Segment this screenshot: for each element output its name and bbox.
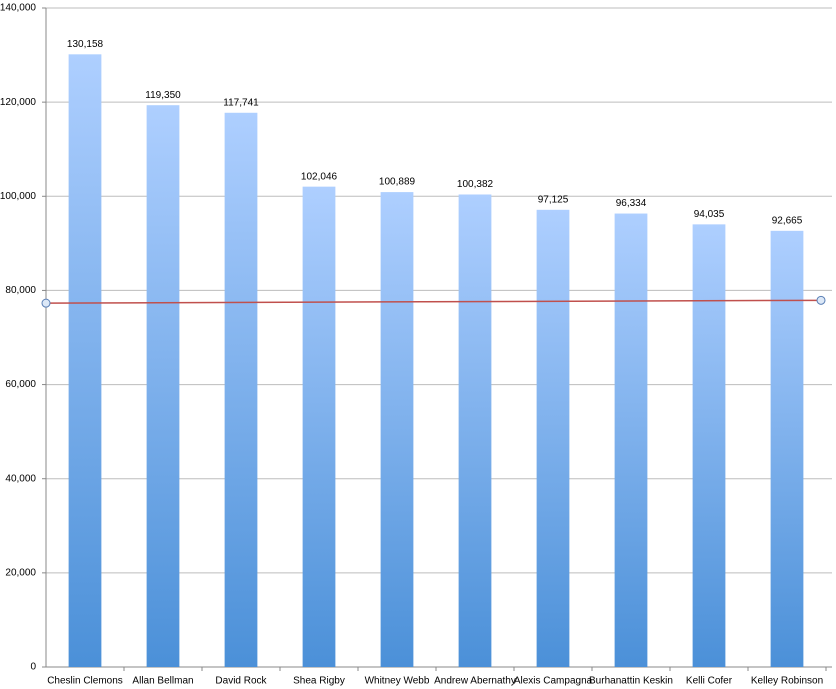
data-label: 96,334 [616,198,647,209]
x-tick-label: Cheslin Clemons [47,676,123,687]
data-label: 102,046 [301,171,338,182]
bar [146,105,180,667]
data-label: 117,741 [223,97,259,108]
x-tick-label: Burhanattin Keskin [589,676,673,687]
data-label: 119,350 [145,90,181,101]
data-label: 100,382 [457,179,494,190]
bar [458,194,492,667]
bar [536,209,570,667]
bar [692,224,726,667]
bar [302,186,336,667]
x-tick-label: Alexis Campagna [514,676,593,687]
data-label: 92,665 [772,215,803,226]
bar [770,230,804,667]
y-tick-label: 40,000 [5,473,36,484]
trend-point [41,298,51,308]
data-label: 94,035 [694,209,725,220]
bar [68,54,102,668]
y-tick-label: 0 [30,662,36,673]
y-tick-label: 20,000 [5,567,36,578]
x-tick-label: Kelley Robinson [751,676,823,687]
trend-line [45,299,822,304]
x-tick-label: David Rock [215,676,267,687]
bar [224,112,258,667]
x-tick-label: Allan Bellman [132,676,193,687]
y-tick-label: 80,000 [5,285,36,296]
data-label: 100,889 [379,177,416,188]
bar [614,213,648,667]
x-tick-label: Andrew Abernathy [434,676,516,687]
x-tick-label: Whitney Webb [365,676,430,687]
y-tick-label: 60,000 [5,379,36,390]
data-label: 130,158 [67,39,104,50]
y-tick-label: 120,000 [0,97,36,108]
y-tick-label: 100,000 [0,191,36,202]
x-tick-label: Kelli Cofer [686,676,733,687]
y-tick-label: 140,000 [0,3,36,14]
x-tick-label: Shea Rigby [293,676,345,687]
bar [380,192,414,667]
data-label: 97,125 [538,194,569,205]
trend-point [816,295,826,305]
